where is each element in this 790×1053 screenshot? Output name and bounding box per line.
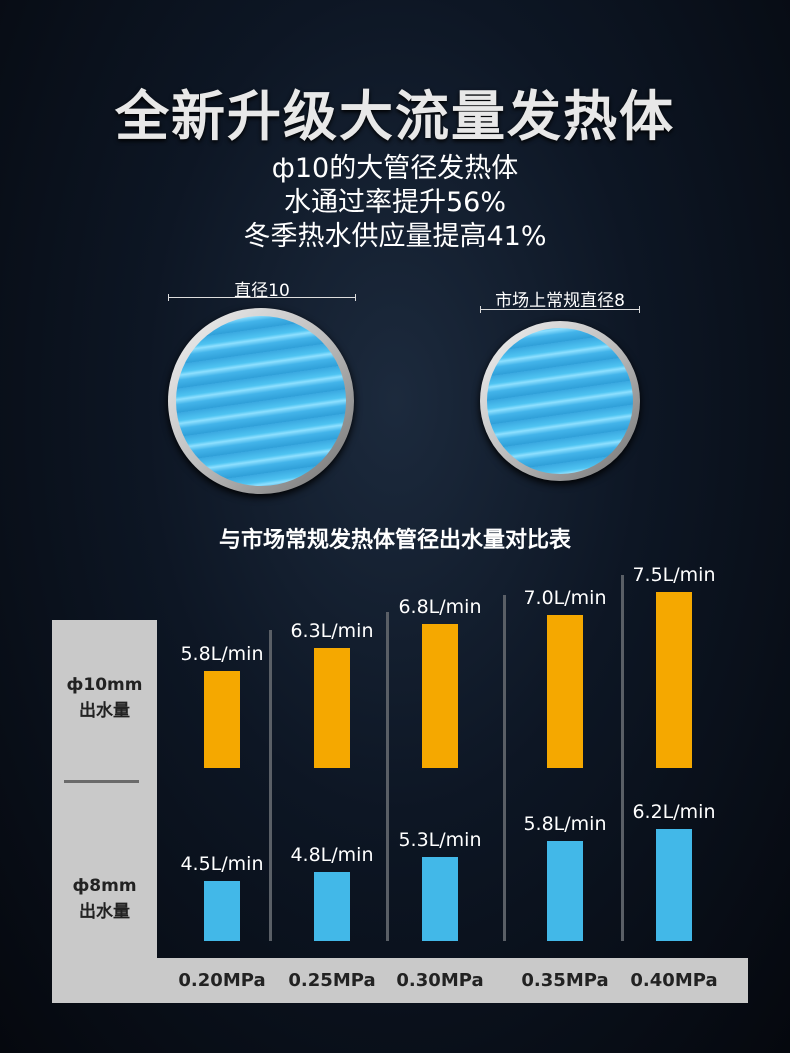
bar-8mm — [204, 881, 240, 941]
chart-title: 与市场常规发热体管径出水量对比表 — [218, 528, 571, 553]
x-axis-strip — [157, 958, 748, 1003]
data-label: 4.5L/min — [180, 853, 264, 875]
data-label: 6.3L/min — [290, 619, 374, 642]
subtitle-line-1: ф10的大管径发热体 — [271, 153, 519, 184]
bar-10mm — [422, 624, 458, 768]
bar-8mm — [314, 871, 350, 941]
series-label-line: ф10mm — [66, 675, 143, 695]
large-pipe-icon — [168, 308, 354, 494]
column-divider — [503, 595, 506, 941]
column-divider — [386, 612, 389, 941]
x-tick-label: 0.25MPa — [288, 970, 376, 991]
column-divider — [269, 630, 272, 941]
bar-10mm — [314, 647, 350, 768]
small-pipe-icon — [480, 321, 640, 481]
data-label: 7.0L/min — [523, 587, 607, 609]
x-tick-label: 0.30MPa — [396, 970, 484, 991]
data-label: 5.8L/min — [523, 813, 607, 836]
large-diameter-label: 直径10 — [234, 281, 290, 301]
series-label-10mm: ф10mm 出水量 — [52, 672, 157, 724]
data-label: 7.5L/min — [632, 563, 716, 586]
series-label-line: 出水量 — [79, 902, 130, 922]
data-label: 4.8L/min — [290, 843, 374, 866]
bar-10mm — [547, 615, 583, 768]
row-label-panel — [52, 620, 157, 1003]
small-diameter-label: 市场上常规直径8 — [495, 291, 625, 311]
x-tick-label: 0.40MPa — [630, 970, 718, 991]
x-tick-label: 0.20MPa — [178, 970, 266, 991]
series-label-line: ф8mm — [72, 876, 137, 896]
bar-10mm — [204, 671, 240, 768]
data-label: 6.2L/min — [632, 800, 716, 823]
x-tick-label: 0.35MPa — [521, 970, 609, 991]
row-separator — [64, 780, 139, 783]
small-diameter-rule — [480, 306, 640, 313]
subtitle-line-3: 冬季热水供应量提高41% — [243, 221, 547, 252]
bar-10mm — [656, 591, 692, 768]
bar-8mm — [656, 828, 692, 941]
data-label: 5.8L/min — [180, 643, 264, 666]
column-divider — [621, 575, 624, 941]
large-diameter-rule — [168, 294, 356, 301]
series-label-line: 出水量 — [79, 701, 130, 721]
subtitle-line-2: 水通过率提升56% — [283, 187, 506, 218]
page-title: 全新升级大流量发热体 — [115, 85, 675, 148]
bar-8mm — [422, 856, 458, 941]
data-label: 5.3L/min — [398, 828, 482, 851]
bar-8mm — [547, 841, 583, 941]
data-label: 6.8L/min — [398, 596, 482, 619]
series-label-8mm: ф8mm 出水量 — [52, 873, 157, 925]
